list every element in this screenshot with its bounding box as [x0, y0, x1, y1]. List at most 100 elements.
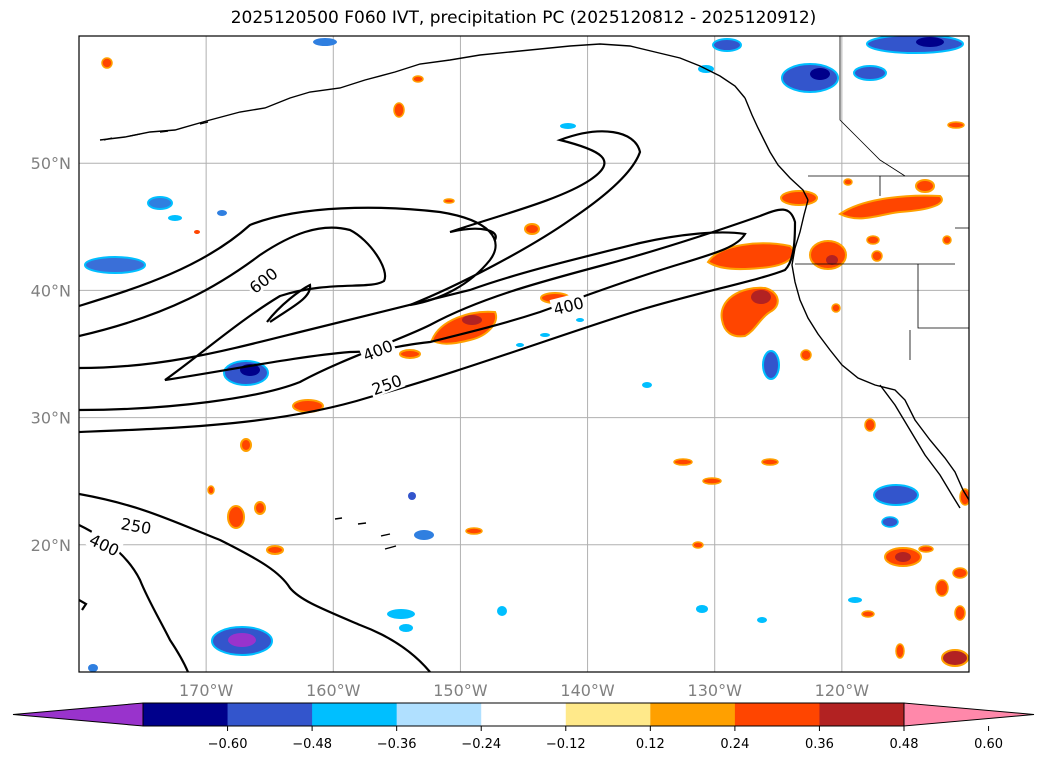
colorbar-segment — [143, 703, 229, 726]
colorbar-segment — [481, 703, 567, 726]
precip-blob — [918, 545, 934, 553]
ivt-contour-600 — [266, 283, 312, 323]
colorbar-extend-high — [903, 702, 1035, 727]
coastline-baja — [879, 384, 961, 509]
coastline-bc — [744, 97, 809, 201]
y-tick-label: 50°N — [31, 154, 71, 173]
precip-blob — [254, 501, 266, 515]
precip-blob — [947, 121, 965, 129]
colorbar-tick-label: 0.48 — [890, 737, 919, 752]
precip-blob — [393, 102, 405, 118]
precip-blob — [313, 38, 337, 46]
precip-blob — [702, 477, 722, 485]
precip-blob — [576, 318, 584, 322]
precip-blob — [712, 38, 742, 52]
precip-blob — [761, 458, 779, 466]
colorbar-segment — [650, 703, 736, 726]
precip-blob — [751, 290, 771, 304]
precip-blob — [871, 250, 883, 262]
precip-blob — [462, 315, 482, 325]
precip-blob — [757, 617, 767, 623]
coastline-alaska — [99, 43, 746, 141]
coastlines — [99, 43, 969, 550]
political-borders — [795, 36, 969, 360]
precip-blob — [942, 235, 952, 245]
hawaii-islands — [334, 517, 397, 550]
precip-blob — [497, 606, 507, 616]
contour-label-bg — [85, 528, 125, 560]
precip-blob — [673, 458, 693, 466]
precip-blob — [227, 505, 245, 529]
colorbar-tick-label: −0.48 — [292, 737, 332, 752]
precip-blob — [780, 190, 818, 206]
precip-blob — [864, 418, 876, 432]
ivt-contour-250-sw — [79, 492, 431, 672]
aleutian-islands — [103, 121, 209, 141]
coastline-west-us — [791, 199, 969, 501]
precip-blob — [207, 485, 215, 495]
precip-blob — [266, 545, 284, 555]
precip-blob — [915, 179, 935, 193]
precip-blob — [941, 649, 969, 667]
colorbar-frame — [142, 702, 905, 727]
precip-blob — [843, 178, 853, 186]
precip-blob — [881, 516, 899, 528]
precip-blob — [168, 215, 182, 221]
y-tick-label: 40°N — [31, 281, 71, 300]
colorbar: −0.60 −0.48 −0.36 −0.24 −0.12 0.12 0.24 0.36 0.4… — [12, 702, 1035, 752]
colorbar-segment — [734, 703, 820, 726]
precip-blob — [387, 609, 415, 619]
colorbar-tick-label: −0.24 — [461, 737, 501, 752]
precip-blob — [443, 198, 455, 204]
precip-blob — [408, 492, 416, 500]
colorbar-segment — [565, 703, 651, 726]
x-tick-label: 130°W — [688, 681, 743, 700]
colorbar-segment — [819, 703, 905, 726]
precip-blob — [692, 541, 704, 549]
precip-blob — [414, 530, 434, 540]
x-tick-label: 150°W — [433, 681, 488, 700]
precip-blob — [194, 230, 200, 234]
colorbar-tick-label: 0.24 — [720, 737, 749, 752]
precip-blob — [810, 68, 830, 80]
contour-label-bg — [549, 291, 587, 318]
plot-background — [79, 36, 969, 672]
chart-title: 2025120500 F060 IVT, precipitation PC (2… — [230, 8, 817, 28]
colorbar-segment — [396, 703, 482, 726]
precip-blob — [560, 123, 576, 129]
y-tick-label: 20°N — [31, 536, 71, 555]
precip-blob — [240, 438, 252, 452]
x-tick-label: 170°W — [179, 681, 234, 700]
precip-blob — [228, 633, 256, 647]
precip-blob — [217, 210, 227, 216]
precip-blob — [88, 664, 98, 672]
precip-blob — [642, 382, 652, 388]
precip-negative-regions — [84, 36, 964, 672]
precip-blob — [540, 333, 550, 337]
contour-label-bg — [367, 369, 406, 398]
precip-blob — [399, 349, 421, 359]
colorbar-segment — [227, 703, 313, 726]
precip-blob — [895, 552, 911, 562]
precip-blob — [952, 567, 968, 579]
colorbar-tick-label: 0.12 — [636, 737, 665, 752]
x-axis-ticks: 170°W 160°W 150°W 140°W 130°W 120°W — [179, 681, 869, 700]
precip-blob — [954, 605, 966, 621]
precip-blob — [516, 343, 524, 347]
precip-blob — [84, 256, 146, 274]
precip-blob — [809, 240, 847, 270]
precip-blob — [762, 350, 780, 380]
border-states — [795, 176, 969, 360]
precip-blob — [412, 75, 424, 83]
colorbar-tick-label: −0.12 — [546, 737, 586, 752]
precip-blob — [781, 63, 839, 93]
colorbar-segment — [312, 703, 398, 726]
precip-blob — [524, 223, 540, 235]
precip-blob — [826, 255, 838, 265]
precip-blob — [696, 605, 708, 613]
precip-blob — [465, 527, 483, 535]
precip-blob — [866, 36, 964, 54]
plot-frame — [78, 35, 970, 673]
precip-blob — [861, 610, 875, 618]
